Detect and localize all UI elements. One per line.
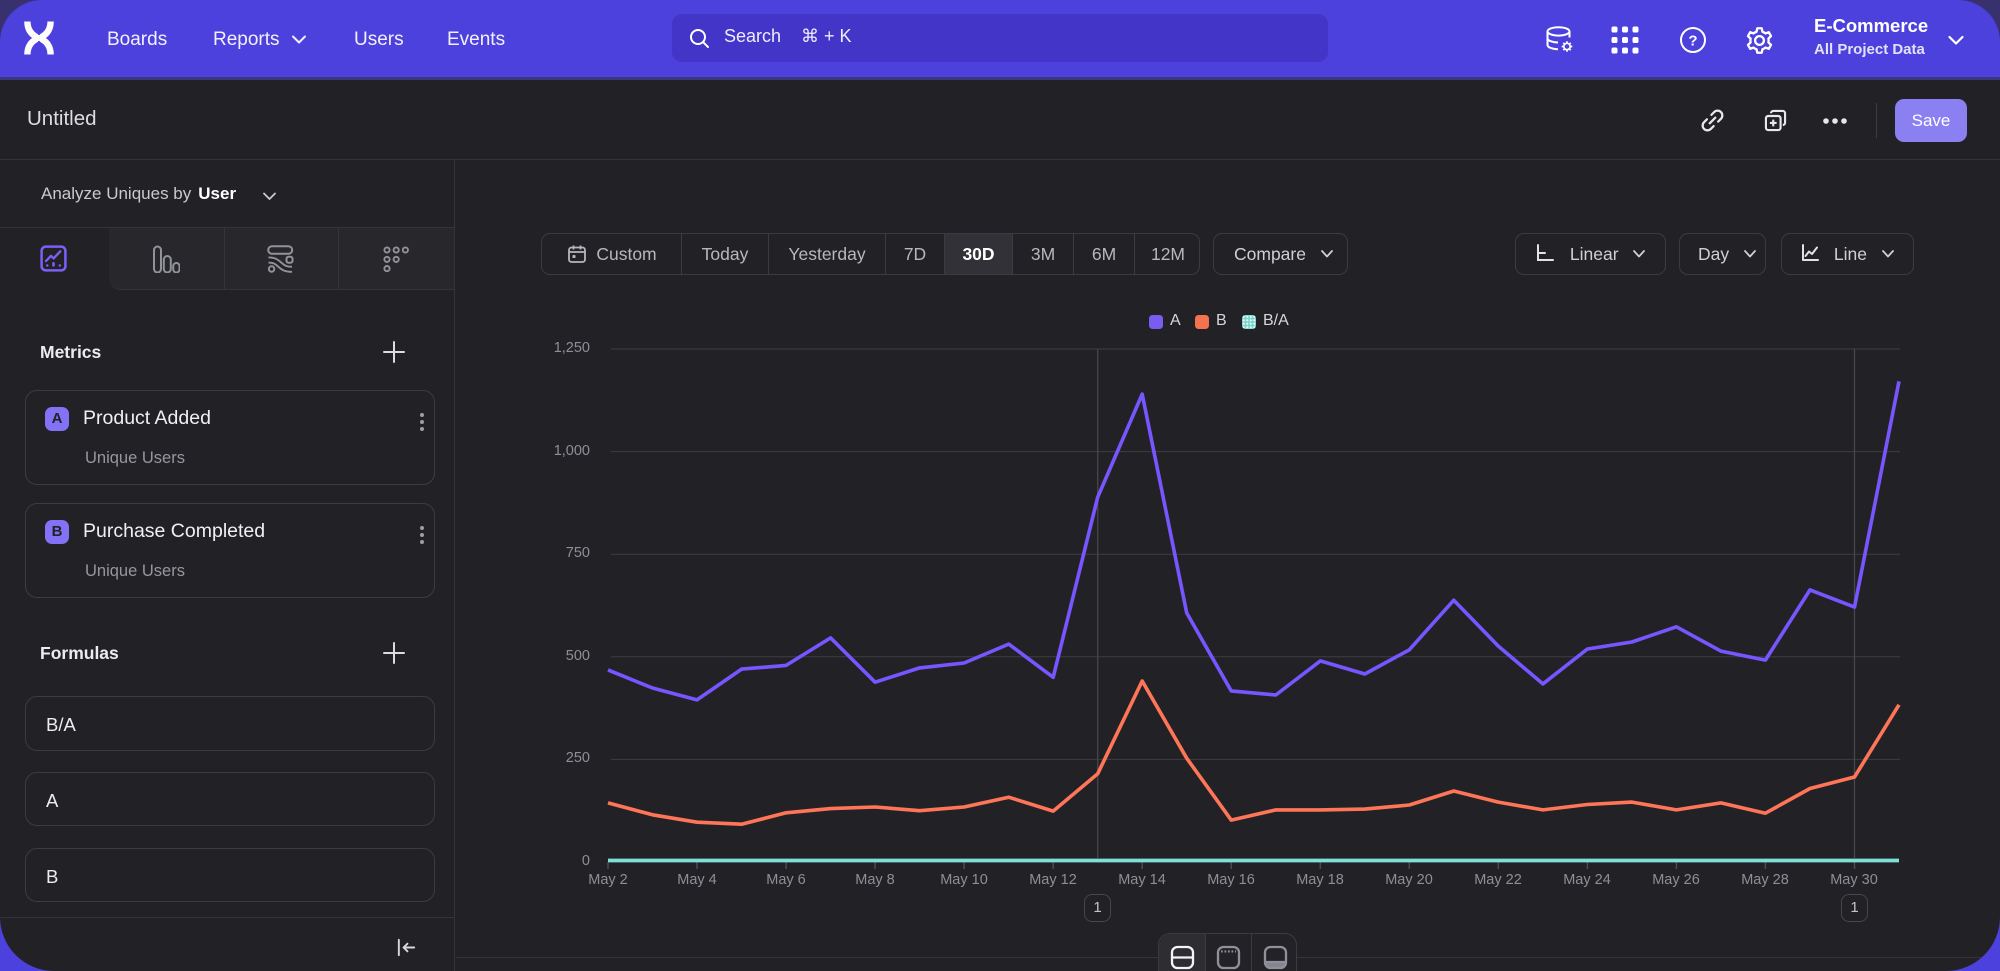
svg-text:?: ? bbox=[1688, 33, 1697, 50]
